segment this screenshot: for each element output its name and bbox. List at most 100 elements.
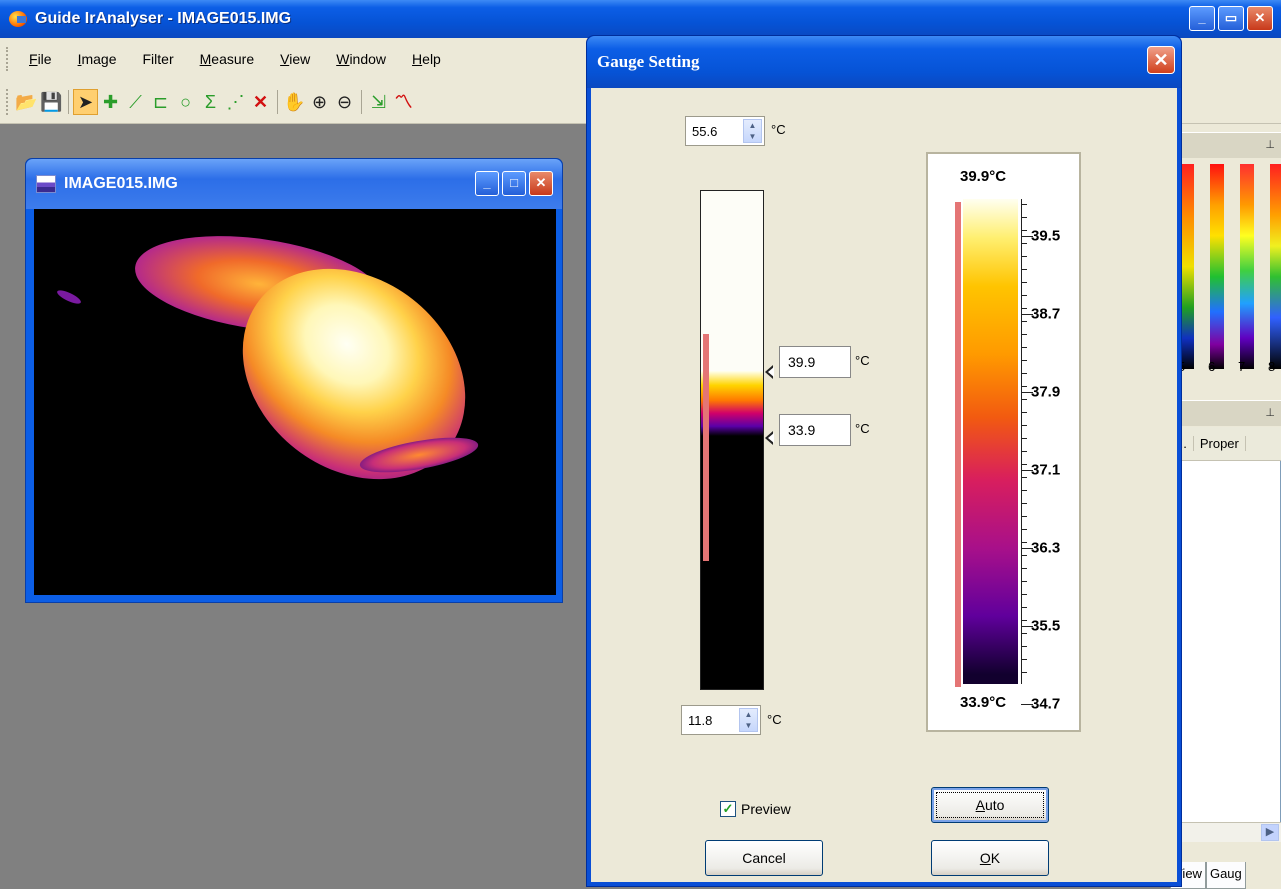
cancel-button[interactable]: Cancel — [705, 840, 823, 876]
auto-button[interactable]: Auto — [931, 787, 1049, 823]
level-range-indicator — [703, 334, 709, 561]
app-title: Guide IrAnalyser - IMAGE015.IMG — [35, 10, 292, 27]
menu-filter[interactable]: Filter — [142, 51, 174, 67]
level-bar[interactable] — [700, 190, 764, 690]
open-folder-icon[interactable]: 📂 — [15, 91, 38, 112]
scale-minor-tick — [1021, 360, 1027, 361]
report-icon[interactable]: ⇲ — [370, 91, 387, 112]
pan-hand-icon[interactable]: ✋ — [283, 91, 306, 112]
app-title-bar: Guide IrAnalyser - IMAGE015.IMG _ ▭ ✕ — [0, 0, 1281, 38]
scale-minor-tick — [1021, 230, 1027, 231]
save-icon[interactable]: 💾 — [40, 91, 63, 112]
scale-minor-tick — [1021, 334, 1027, 335]
pin-icon[interactable]: ⊥ — [1265, 139, 1275, 151]
scale-minor-tick — [1021, 373, 1027, 374]
close-icon[interactable]: ✕ — [529, 171, 553, 196]
line-points-icon[interactable]: ⋰ — [226, 91, 245, 112]
scale-minor-tick — [1021, 282, 1027, 283]
column-header[interactable]: Proper — [1194, 436, 1246, 451]
ok-button[interactable]: OK — [931, 840, 1049, 876]
scale-minor-tick — [1021, 321, 1027, 322]
sum-area-icon[interactable]: Σ — [204, 91, 217, 112]
scale-tick-label: 38.7 — [1031, 305, 1061, 323]
circle-measure-icon[interactable]: ○ — [180, 91, 191, 112]
toolbar-grip[interactable] — [6, 88, 10, 115]
scale-tick-label: 39.5 — [1031, 227, 1061, 245]
properties-list[interactable] — [1170, 427, 1281, 827]
restore-icon[interactable]: ▭ — [1218, 6, 1244, 31]
menu-help[interactable]: Help — [412, 51, 441, 67]
tab-gauge[interactable]: Gaug — [1205, 862, 1246, 889]
select-pointer-icon[interactable]: ➤ — [73, 88, 98, 115]
palette-swatch[interactable] — [1180, 164, 1194, 369]
scale-minor-tick — [1021, 451, 1027, 452]
scale-major-tick — [1021, 626, 1033, 627]
image-file-icon — [36, 175, 56, 193]
image-window-title-bar[interactable]: IMAGE015.IMG — [26, 159, 562, 209]
minimize-icon[interactable]: _ — [1189, 6, 1215, 31]
scale-max-label: 39.9°C — [960, 168, 1007, 185]
delete-icon[interactable]: ✕ — [252, 91, 269, 112]
menu-window[interactable]: Window — [336, 51, 387, 67]
maximize-icon[interactable]: □ — [502, 171, 526, 196]
level-low-handle-icon[interactable] — [765, 431, 781, 445]
unit-label: °C — [855, 421, 870, 436]
horizontal-scrollbar[interactable]: ▶ — [1170, 822, 1281, 842]
palette-swatch[interactable] — [1270, 164, 1281, 369]
range-min-spinner[interactable]: 11.8 ▲ ▼ — [681, 705, 761, 735]
scale-minor-tick — [1021, 607, 1027, 608]
scale-minor-tick — [1021, 646, 1027, 647]
dock-tabs: View Gaug — [1170, 862, 1281, 889]
zoom-in-icon[interactable]: ⊕ — [311, 91, 328, 112]
scale-tick-label: 34.7 — [1031, 695, 1061, 713]
preview-label: Preview — [741, 801, 791, 817]
scale-major-tick — [1021, 548, 1033, 549]
range-max-spinner[interactable]: 55.6 ▲ ▼ — [685, 116, 765, 146]
level-high-field[interactable]: 39.9 — [779, 346, 851, 378]
scale-minor-tick — [1021, 633, 1027, 634]
scroll-right-icon[interactable]: ▶ — [1261, 824, 1279, 841]
palette-swatch[interactable] — [1240, 164, 1254, 369]
scale-minor-tick — [1021, 412, 1027, 413]
preview-checkbox[interactable]: ✓ — [720, 801, 736, 817]
level-gradient — [701, 371, 763, 436]
menu-measure[interactable]: Measure — [199, 51, 255, 67]
scale-minor-tick — [1021, 464, 1027, 465]
preview-checkbox-wrap[interactable]: ✓ Preview — [720, 801, 791, 817]
app-logo-icon — [8, 9, 30, 29]
color-scale-bar — [963, 199, 1018, 684]
scale-minor-tick — [1021, 555, 1027, 556]
palette-swatch[interactable] — [1210, 164, 1224, 369]
zoom-out-icon[interactable]: ⊖ — [336, 91, 353, 112]
dialog-title-bar[interactable]: Gauge Setting — [587, 36, 1181, 88]
menu-image[interactable]: Image — [77, 51, 117, 67]
palette-list — [1170, 164, 1281, 369]
menu-grip[interactable] — [6, 47, 10, 71]
toolbar-separator — [361, 89, 362, 114]
line-measure-icon[interactable]: ⟋ — [129, 91, 142, 112]
level-high-handle-icon[interactable] — [765, 365, 781, 379]
scale-min-label: 33.9°C — [960, 694, 1007, 711]
chart-icon[interactable]: 〽 — [394, 91, 413, 112]
menu-file[interactable]: File — [29, 51, 52, 67]
scale-minor-tick — [1021, 425, 1027, 426]
close-icon[interactable]: ✕ — [1247, 6, 1273, 31]
thermal-image[interactable] — [34, 209, 556, 595]
image-window: IMAGE015.IMG _ □ ✕ — [25, 158, 563, 603]
point-measure-icon[interactable]: ✚ — [102, 91, 119, 112]
properties-list-header: ... Proper — [1170, 427, 1281, 461]
color-scale-panel: 39.9°C 39.5 38.7 37.9 37.1 36.3 35.5 34.7 33.9… — [926, 152, 1081, 732]
menu-view[interactable]: View — [280, 51, 311, 67]
minimize-icon[interactable]: _ — [475, 171, 499, 196]
level-low-field[interactable]: 33.9 — [779, 414, 851, 446]
scale-minor-tick — [1021, 295, 1027, 296]
close-icon[interactable]: ✕ — [1147, 46, 1175, 74]
spinner-arrows-icon[interactable]: ▲ ▼ — [743, 119, 762, 143]
spinner-arrows-icon[interactable]: ▲ ▼ — [739, 708, 758, 732]
scale-major-tick — [1021, 470, 1033, 471]
scale-minor-tick — [1021, 477, 1027, 478]
scale-range-indicator — [955, 202, 961, 687]
scale-axis — [1021, 199, 1022, 684]
pin-icon[interactable]: ⊥ — [1265, 407, 1275, 419]
polygon-measure-icon[interactable]: ⊏ — [152, 91, 169, 112]
